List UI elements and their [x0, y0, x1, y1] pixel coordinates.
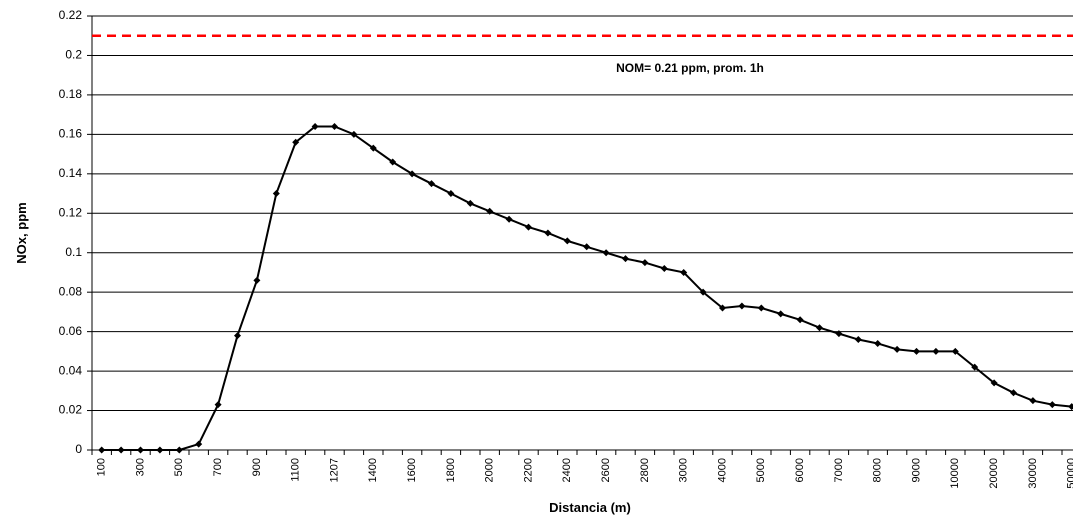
x-tick-label: 8000 — [872, 458, 884, 482]
data-point — [757, 304, 765, 312]
x-tick-label: 2600 — [600, 458, 612, 482]
y-tick-label: 0.12 — [59, 205, 83, 219]
x-tick-label: 10000 — [949, 458, 961, 489]
data-point — [854, 336, 862, 344]
y-tick-label: 0.08 — [59, 284, 83, 298]
data-point — [98, 446, 106, 454]
x-tick-label: 7000 — [833, 458, 845, 482]
x-tick-label: 500 — [173, 458, 185, 476]
data-point — [932, 347, 940, 355]
data-point — [311, 122, 319, 130]
y-tick-label: 0 — [75, 442, 82, 456]
data-point — [874, 339, 882, 347]
y-tick-label: 0.2 — [65, 48, 82, 62]
data-point — [951, 347, 959, 355]
x-tick-label: 2200 — [522, 458, 534, 482]
y-tick-label: 0.16 — [59, 127, 83, 141]
x-tick-label: 5000 — [755, 458, 767, 482]
data-point — [777, 310, 785, 318]
data-point — [738, 302, 746, 310]
x-tick-label: 700 — [212, 458, 224, 476]
data-point — [195, 440, 203, 448]
y-axis-label: NOx, ppm — [14, 202, 29, 263]
reference-label: NOM= 0.21 ppm, prom. 1h — [616, 61, 764, 75]
x-tick-label: 100 — [96, 458, 108, 476]
x-tick-label: 1600 — [406, 458, 418, 482]
data-point — [563, 237, 571, 245]
data-point — [816, 324, 823, 332]
data-point — [525, 223, 532, 231]
data-point — [990, 379, 998, 387]
data-point — [331, 122, 338, 130]
data-point — [389, 158, 397, 166]
data-point — [971, 363, 979, 371]
y-tick-label: 0.14 — [59, 166, 83, 180]
x-tick-label: 900 — [251, 458, 263, 476]
x-axis-label: Distancia (m) — [549, 500, 631, 515]
x-tick-label: 1207 — [328, 458, 340, 482]
y-tick-label: 0.1 — [65, 245, 82, 259]
data-point — [117, 446, 125, 454]
y-tick-label: 0.06 — [59, 324, 83, 338]
x-tick-label: 20000 — [988, 458, 1000, 489]
data-point — [292, 138, 300, 146]
data-point — [680, 268, 688, 276]
data-point — [544, 229, 552, 237]
data-point — [602, 249, 610, 257]
x-tick-label: 2800 — [639, 458, 651, 482]
x-tick-label: 300 — [134, 458, 146, 476]
data-point — [641, 259, 649, 267]
x-tick-label: 2400 — [561, 458, 573, 482]
data-point — [1068, 403, 1073, 411]
x-tick-label: 3000 — [678, 458, 690, 482]
data-point — [369, 144, 377, 152]
data-line — [101, 125, 1072, 451]
data-point — [699, 288, 707, 296]
y-tick-label: 0.22 — [59, 8, 83, 22]
data-point — [253, 276, 261, 284]
data-point — [622, 255, 629, 263]
x-tick-label: 1400 — [367, 458, 379, 482]
data-point — [1048, 401, 1056, 409]
data-point — [272, 190, 280, 198]
x-tick-label: 1100 — [290, 458, 302, 482]
x-tick-label: 50000 — [1066, 458, 1073, 489]
y-tick-label: 0.02 — [59, 403, 83, 417]
data-point — [1029, 397, 1037, 405]
data-point — [583, 243, 591, 251]
data-point — [913, 347, 920, 355]
data-point — [835, 330, 843, 338]
data-point — [234, 332, 241, 340]
data-point — [505, 215, 513, 223]
x-tick-label: 1800 — [445, 458, 457, 482]
data-point — [1010, 389, 1017, 397]
data-point — [486, 207, 494, 215]
data-point — [893, 345, 901, 353]
x-tick-label: 6000 — [794, 458, 806, 482]
y-tick-label: 0.04 — [59, 363, 83, 377]
y-tick-label: 0.18 — [59, 87, 83, 101]
data-point — [175, 446, 183, 454]
data-point — [156, 446, 164, 454]
data-point — [137, 446, 144, 454]
data-point — [660, 265, 668, 273]
data-point — [408, 170, 416, 178]
data-point — [350, 130, 358, 138]
data-point — [447, 190, 455, 198]
x-tick-label: 9000 — [910, 458, 922, 482]
data-point — [719, 304, 726, 312]
x-tick-label: 30000 — [1027, 458, 1039, 489]
data-point — [796, 316, 804, 324]
x-tick-label: 4000 — [716, 458, 728, 482]
data-point — [466, 199, 474, 207]
data-point — [428, 180, 435, 188]
data-point — [214, 401, 222, 409]
x-tick-label: 2000 — [484, 458, 496, 482]
